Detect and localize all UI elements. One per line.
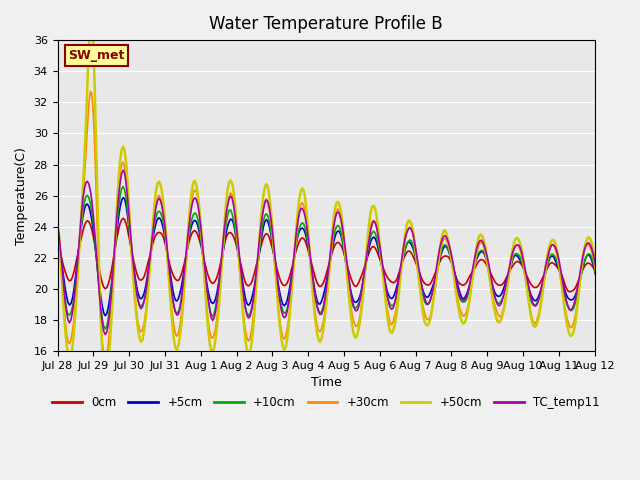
0cm xyxy=(73,255,81,261)
+30cm xyxy=(73,278,81,284)
+50cm xyxy=(101,374,109,380)
+10cm xyxy=(101,326,109,332)
X-axis label: Time: Time xyxy=(310,376,341,389)
+50cm xyxy=(623,237,631,243)
0cm xyxy=(604,293,612,299)
+50cm xyxy=(351,334,358,339)
Line: 0cm: 0cm xyxy=(58,218,629,296)
+10cm xyxy=(119,184,127,190)
Y-axis label: Temperature(C): Temperature(C) xyxy=(15,147,28,245)
Text: SW_met: SW_met xyxy=(68,49,125,62)
0cm xyxy=(349,280,356,286)
+10cm xyxy=(73,267,81,273)
Line: +10cm: +10cm xyxy=(58,187,629,329)
+30cm xyxy=(101,355,109,361)
+10cm xyxy=(464,293,472,299)
+30cm xyxy=(625,240,633,245)
TC_temp11 xyxy=(464,290,472,296)
TC_temp11 xyxy=(91,230,99,236)
+10cm xyxy=(54,235,61,240)
0cm xyxy=(119,216,127,221)
+30cm xyxy=(623,238,631,244)
+50cm xyxy=(549,237,557,242)
TC_temp11 xyxy=(351,305,358,311)
Line: +5cm: +5cm xyxy=(58,197,629,316)
+30cm xyxy=(86,88,94,94)
+50cm xyxy=(73,287,81,292)
Legend: 0cm, +5cm, +10cm, +30cm, +50cm, TC_temp11: 0cm, +5cm, +10cm, +30cm, +50cm, TC_temp1… xyxy=(47,391,604,414)
TC_temp11 xyxy=(623,244,631,250)
0cm xyxy=(91,242,99,248)
+5cm xyxy=(119,194,127,200)
Line: +50cm: +50cm xyxy=(58,19,629,377)
+5cm xyxy=(351,299,358,305)
0cm xyxy=(623,262,631,268)
TC_temp11 xyxy=(119,167,127,173)
+50cm xyxy=(88,16,95,22)
0cm xyxy=(547,260,555,265)
+5cm xyxy=(549,253,557,259)
+10cm xyxy=(623,251,631,257)
+5cm xyxy=(625,258,633,264)
0cm xyxy=(625,263,633,269)
TC_temp11 xyxy=(625,247,633,252)
Line: TC_temp11: TC_temp11 xyxy=(58,170,629,335)
TC_temp11 xyxy=(73,267,81,273)
+50cm xyxy=(625,240,633,246)
+30cm xyxy=(54,228,61,233)
+30cm xyxy=(92,194,100,200)
+10cm xyxy=(549,252,557,257)
+50cm xyxy=(464,309,472,314)
+30cm xyxy=(464,304,472,310)
Title: Water Temperature Profile B: Water Temperature Profile B xyxy=(209,15,443,33)
+5cm xyxy=(101,313,109,319)
+5cm xyxy=(464,288,472,294)
+10cm xyxy=(91,237,99,242)
+30cm xyxy=(351,321,358,326)
0cm xyxy=(463,280,470,286)
+5cm xyxy=(73,261,81,267)
TC_temp11 xyxy=(549,242,557,248)
+30cm xyxy=(549,241,557,247)
+10cm xyxy=(625,252,633,258)
TC_temp11 xyxy=(101,332,109,337)
+5cm xyxy=(54,235,61,241)
+10cm xyxy=(351,305,358,311)
TC_temp11 xyxy=(54,223,61,228)
+50cm xyxy=(54,220,61,226)
+5cm xyxy=(91,240,99,246)
Line: +30cm: +30cm xyxy=(58,91,629,358)
+5cm xyxy=(623,256,631,262)
0cm xyxy=(54,238,61,243)
+50cm xyxy=(92,150,100,156)
